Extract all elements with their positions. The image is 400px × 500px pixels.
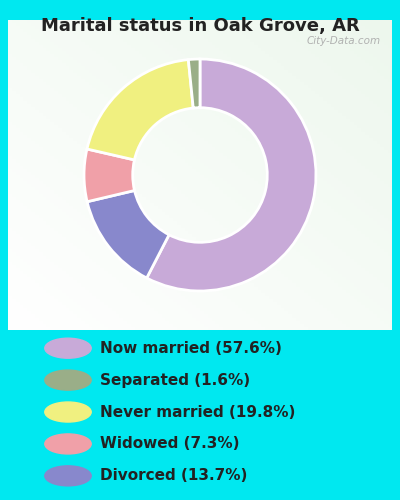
Circle shape [45,402,91,422]
Wedge shape [87,190,169,278]
Text: Widowed (7.3%): Widowed (7.3%) [100,436,240,452]
Text: City-Data.com: City-Data.com [306,36,380,46]
Circle shape [45,434,91,454]
Wedge shape [188,59,200,108]
Circle shape [45,370,91,390]
Text: Marital status in Oak Grove, AR: Marital status in Oak Grove, AR [41,18,359,36]
Circle shape [45,338,91,358]
Text: Never married (19.8%): Never married (19.8%) [100,404,295,419]
Text: Separated (1.6%): Separated (1.6%) [100,372,250,388]
Wedge shape [147,59,316,291]
Wedge shape [87,60,193,160]
Text: Now married (57.6%): Now married (57.6%) [100,340,282,355]
Wedge shape [84,149,134,202]
Text: Divorced (13.7%): Divorced (13.7%) [100,468,247,483]
Circle shape [45,466,91,486]
